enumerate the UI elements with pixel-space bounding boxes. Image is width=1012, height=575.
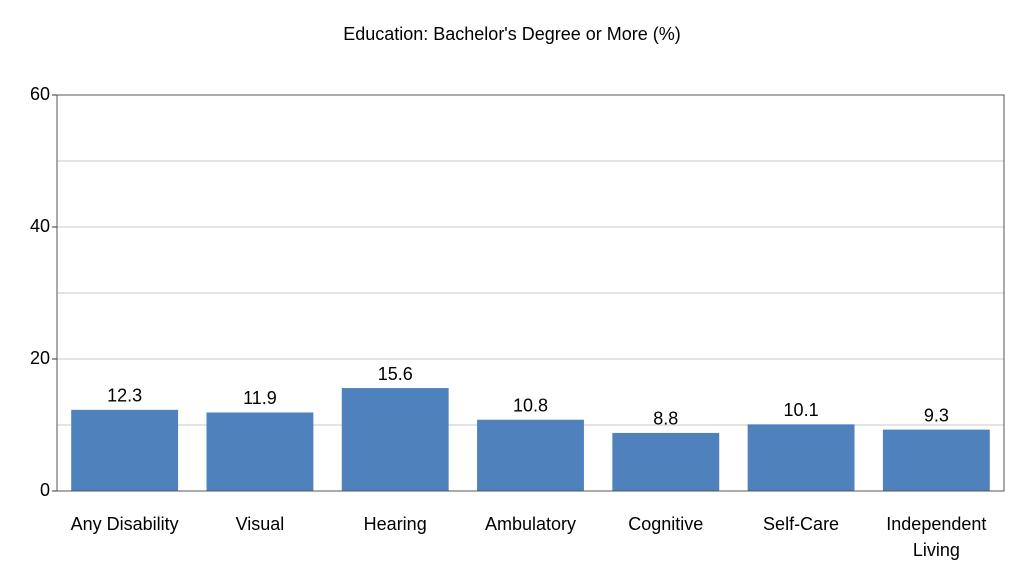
bar [71, 409, 179, 491]
x-tick-label: Cognitive [628, 514, 704, 534]
x-tick-label: Any Disability [70, 514, 179, 534]
value-label: 11.9 [243, 388, 277, 408]
value-label: 10.8 [513, 395, 548, 415]
x-tick-label: Self-Care [763, 514, 840, 534]
value-label: 9.3 [924, 405, 949, 425]
value-label: 8.8 [653, 409, 678, 429]
value-label: 15.6 [378, 364, 413, 384]
y-tick-label: 60 [30, 84, 50, 104]
plot-frame [56, 94, 1005, 492]
bar [341, 388, 449, 491]
y-tick-label: 40 [30, 216, 50, 236]
bar [206, 412, 314, 491]
bar [882, 429, 990, 491]
value-label: 12.3 [107, 386, 142, 406]
bar [612, 432, 720, 491]
bar [477, 419, 584, 491]
x-tick-label: Visual [235, 514, 285, 534]
x-tick-label: Ambulatory [484, 514, 577, 534]
value-label: 10.1 [784, 400, 819, 420]
bar [747, 424, 855, 491]
chart-title: Education: Bachelor's Degree or More (%) [343, 24, 681, 44]
y-tick-label: 20 [30, 348, 50, 368]
y-tick-label: 0 [40, 480, 50, 500]
x-tick-label: Hearing [363, 514, 427, 534]
x-tick-label: Independent Living [886, 514, 987, 560]
